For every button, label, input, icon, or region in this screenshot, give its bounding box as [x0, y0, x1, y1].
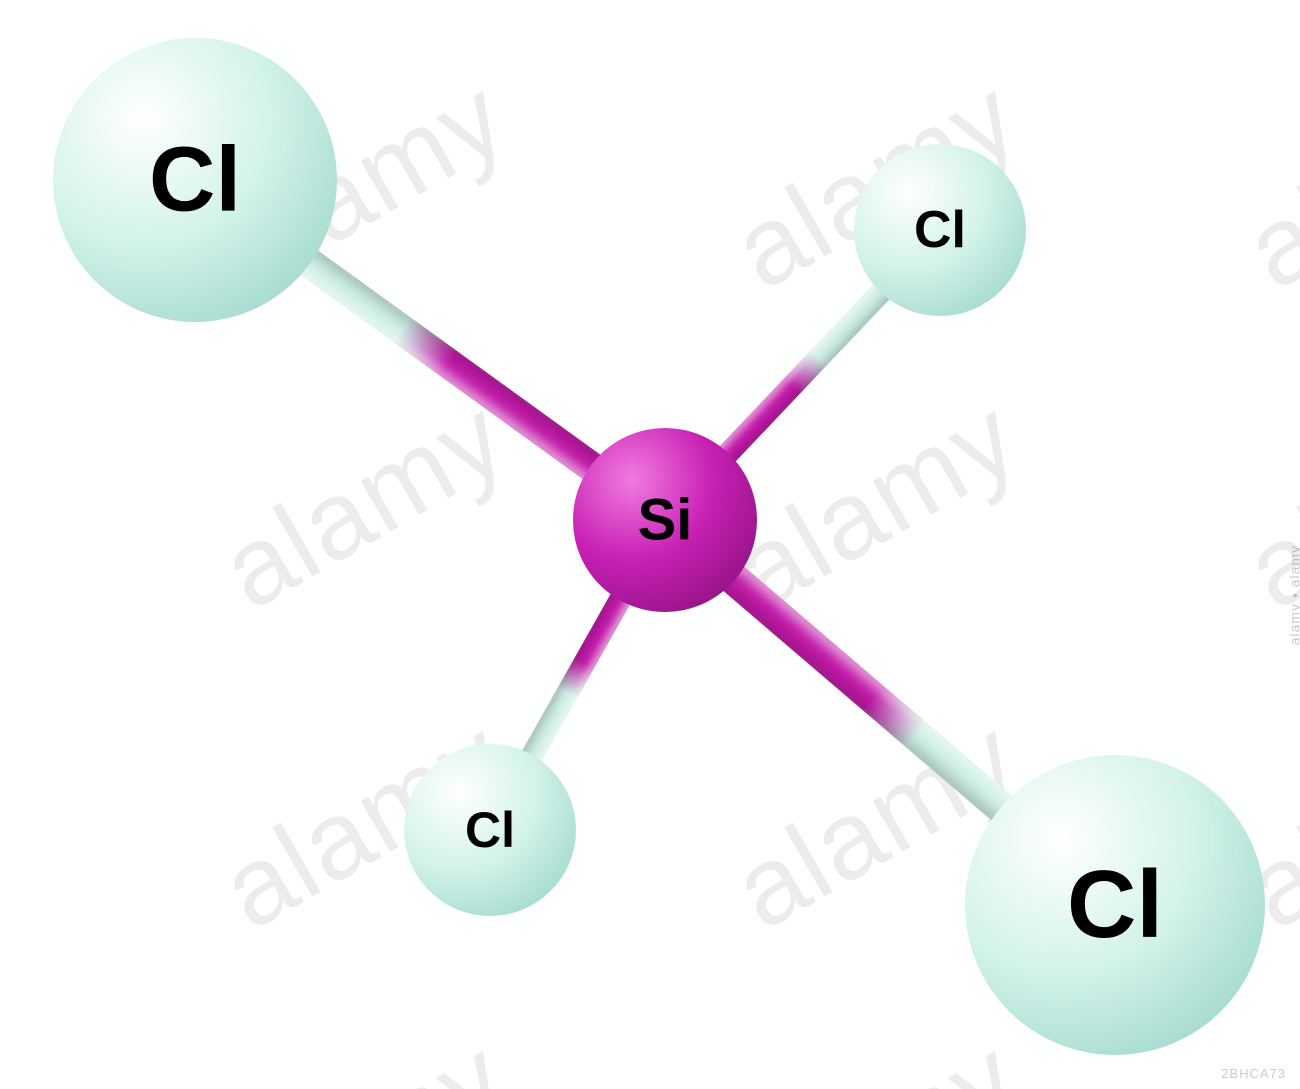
watermark-diag-text: alamy [201, 1013, 527, 1089]
watermark-diag-text: alamy [0, 693, 15, 955]
atom-label-cl4: Cl [1067, 850, 1163, 960]
atom-label-cl2: Cl [914, 200, 966, 260]
atom-cl1: Cl [53, 38, 337, 322]
watermark-diag-text: alamy [0, 53, 15, 315]
watermark-diag-text: alamy [0, 373, 15, 635]
atom-cl2: Cl [854, 144, 1026, 316]
watermark-diag-text: alamy [713, 1013, 1039, 1089]
atom-label-si: Si [638, 487, 693, 554]
watermark-diag-text: alamy [1225, 373, 1300, 635]
atom-si: Si [573, 428, 757, 612]
watermark-diag-text: alamy [0, 1013, 15, 1089]
atom-label-cl3: Cl [465, 801, 515, 859]
atom-cl3: Cl [404, 744, 576, 916]
watermark-diag-text: alamy [201, 373, 527, 635]
molecule-diagram: alamy alamy alamy alamy alamy alamy alamy alamy… [0, 0, 1300, 1089]
atom-label-cl1: Cl [149, 128, 241, 233]
atom-cl4: Cl [965, 755, 1265, 1055]
watermark-diag-text: alamy [1225, 1013, 1300, 1089]
watermark-diag-text: alamy [1225, 53, 1300, 315]
